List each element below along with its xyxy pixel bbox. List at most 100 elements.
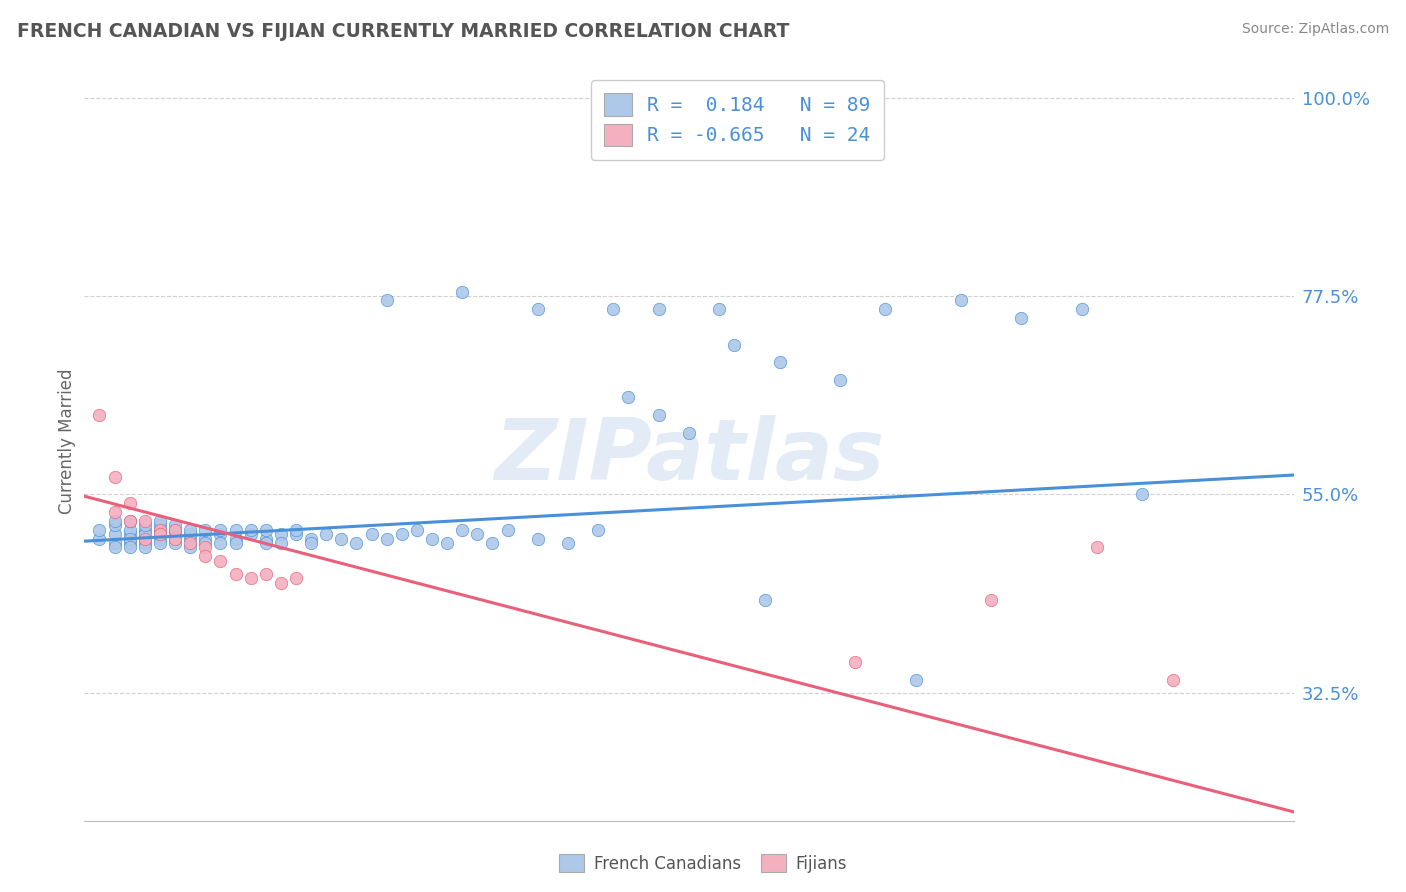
Point [179, 541, 201, 555]
Point [254, 536, 277, 550]
Point [134, 523, 156, 537]
Point [134, 532, 156, 546]
Point [769, 355, 792, 369]
Point [209, 527, 232, 541]
Point [330, 532, 353, 546]
Point [270, 536, 292, 550]
Point [89, 532, 111, 546]
Point [1130, 487, 1153, 501]
Point [104, 505, 127, 519]
Point [209, 536, 232, 550]
Point [527, 532, 550, 546]
Point [104, 541, 127, 555]
Point [451, 523, 474, 537]
Point [104, 527, 127, 541]
Point [104, 514, 127, 528]
Point [225, 536, 247, 550]
Point [270, 575, 292, 590]
Point [588, 523, 610, 537]
Point [950, 293, 973, 308]
Point [299, 532, 322, 546]
Point [678, 425, 700, 440]
Point [285, 523, 308, 537]
Point [360, 527, 382, 541]
Point [104, 536, 127, 550]
Point [149, 527, 172, 541]
Point [481, 536, 503, 550]
Point [844, 655, 866, 669]
Text: ZIPatlas: ZIPatlas [494, 415, 884, 499]
Point [165, 527, 187, 541]
Point [165, 523, 187, 537]
Point [225, 532, 247, 546]
Point [118, 541, 141, 555]
Point [1011, 311, 1033, 326]
Point [451, 285, 474, 299]
Point [420, 532, 443, 546]
Point [149, 514, 172, 528]
Point [496, 523, 519, 537]
Point [118, 514, 141, 528]
Point [436, 536, 458, 550]
Legend: French Canadians, Fijians: French Canadians, Fijians [553, 847, 853, 880]
Point [254, 523, 277, 537]
Point [165, 523, 187, 537]
Point [118, 496, 141, 510]
Point [648, 302, 671, 317]
Point [149, 527, 172, 541]
Point [723, 337, 745, 351]
Point [225, 523, 247, 537]
Point [179, 536, 201, 550]
Point [1085, 541, 1108, 555]
Point [134, 514, 156, 528]
Point [194, 536, 217, 550]
Point [89, 408, 111, 422]
Point [980, 593, 1002, 607]
Point [527, 302, 550, 317]
Point [165, 532, 187, 546]
Point [194, 541, 217, 555]
Point [104, 518, 127, 533]
Point [209, 523, 232, 537]
Point [179, 523, 201, 537]
Point [830, 373, 852, 387]
Point [299, 536, 322, 550]
Point [875, 302, 897, 317]
Point [194, 549, 217, 563]
Point [239, 527, 262, 541]
Point [1161, 673, 1184, 687]
Point [149, 523, 172, 537]
Point [617, 391, 640, 405]
Point [179, 527, 201, 541]
Point [118, 536, 141, 550]
Point [557, 536, 579, 550]
Point [179, 532, 201, 546]
Point [194, 523, 217, 537]
Point [165, 536, 187, 550]
Point [118, 523, 141, 537]
Point [346, 536, 368, 550]
Point [104, 470, 127, 484]
Point [239, 571, 262, 585]
Point [375, 293, 398, 308]
Point [1071, 302, 1094, 317]
Point [134, 532, 156, 546]
Point [165, 518, 187, 533]
Point [149, 536, 172, 550]
Point [89, 523, 111, 537]
Point [285, 571, 308, 585]
Point [209, 553, 232, 567]
Point [904, 673, 927, 687]
Point [134, 527, 156, 541]
Point [118, 527, 141, 541]
Point [285, 527, 308, 541]
Point [391, 527, 413, 541]
Text: Source: ZipAtlas.com: Source: ZipAtlas.com [1241, 22, 1389, 37]
Point [134, 541, 156, 555]
Point [239, 523, 262, 537]
Point [118, 532, 141, 546]
Point [467, 527, 489, 541]
Y-axis label: Currently Married: Currently Married [58, 368, 76, 515]
Point [134, 536, 156, 550]
Point [165, 532, 187, 546]
